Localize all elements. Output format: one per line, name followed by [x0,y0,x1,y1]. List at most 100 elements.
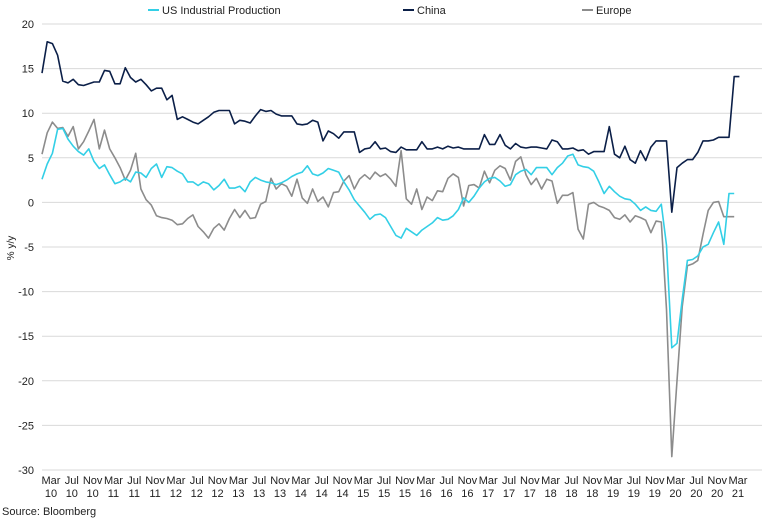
y-tick: 15 [22,64,34,76]
x-tick-month: Jul [377,475,391,487]
x-tick-month: Mar [604,475,623,487]
x-tick-year: 14 [316,488,328,500]
y-tick-label: 0 [28,197,34,209]
series-line-us-industrial-production [41,127,735,349]
x-tick-month: Mar [104,475,123,487]
x-tick-month: Nov [520,475,540,487]
y-tick: -15 [18,331,34,343]
x-tick-month: Mar [479,475,498,487]
x-tick-year: 16 [440,488,452,500]
legend: US Industrial Production China Europe [148,5,631,17]
y-tick-label: 20 [22,19,34,31]
x-tick-year: 18 [565,488,577,500]
x-tick-year: 19 [607,488,619,500]
y-axis-title: % y/y [6,236,17,260]
y-tick-label: -30 [18,465,34,477]
x-tick-month: Jul [315,475,329,487]
y-tick: 20 [22,19,34,31]
x-tick-month: Mar [416,475,435,487]
series-lines [41,41,740,458]
legend-entry: US Industrial Production [148,5,281,17]
x-tick-month: Mar [229,475,248,487]
x-tick-month: Jul [127,475,141,487]
y-tick-label: -20 [18,376,34,388]
legend-label: China [417,5,447,17]
x-tick-month: Nov [645,475,665,487]
y-tick: -5 [24,242,34,254]
x-tick-month: Nov [270,475,290,487]
x-tick-month: Jul [65,475,79,487]
x-tick-year: 13 [274,488,286,500]
x-tick-year: 19 [649,488,661,500]
y-tick-label: -10 [18,287,34,299]
y-axis: 20 15 10 5 0 -5 -10 -15 -20 -25 -30 [18,19,34,477]
x-tick-year: 11 [129,488,140,500]
y-tick-label: 5 [28,153,34,165]
y-tick-label: 10 [22,108,34,120]
x-tick-month: Jul [440,475,454,487]
legend-entry: China [403,5,447,17]
x-tick-year: 17 [482,488,494,500]
x-tick-year: 19 [628,488,640,500]
x-tick-year: 12 [191,488,203,500]
x-tick-month: Mar [666,475,685,487]
x-tick-month: Mar [166,475,185,487]
series-line-europe [41,118,735,458]
x-tick-year: 11 [149,488,160,500]
x-tick-month: Mar [729,475,748,487]
x-axis: Mar10Jul10Nov10Mar11Jul11Nov11Mar12Jul12… [42,475,748,500]
x-tick-month: Nov [458,475,478,487]
x-tick-month: Jul [689,475,703,487]
x-tick-year: 10 [45,488,57,500]
y-tick-label: -5 [24,242,34,254]
x-tick-year: 15 [399,488,411,500]
x-tick-month: Mar [291,475,310,487]
x-tick-month: Nov [208,475,228,487]
y-tick: -10 [18,287,34,299]
x-tick-year: 20 [711,488,723,500]
x-tick-year: 20 [669,488,681,500]
y-tick-label: 15 [22,64,34,76]
x-tick-year: 15 [357,488,369,500]
x-tick-year: 12 [170,488,182,500]
legend-entry: Europe [582,5,631,17]
x-tick-month: Nov [83,475,103,487]
x-tick-month: Mar [541,475,560,487]
x-tick-year: 10 [66,488,78,500]
x-tick-month: Mar [354,475,373,487]
grid-lines [42,23,762,471]
x-tick-year: 18 [545,488,557,500]
legend-label: US Industrial Production [162,5,281,17]
y-tick: -25 [18,420,34,432]
x-tick-year: 20 [690,488,702,500]
x-tick-year: 21 [732,488,744,500]
y-tick-label: -15 [18,331,34,343]
y-tick: 5 [28,153,34,165]
x-tick-month: Nov [582,475,602,487]
x-tick-year: 11 [108,488,119,500]
y-tick: -20 [18,376,34,388]
x-tick-year: 16 [420,488,432,500]
y-tick: 10 [22,108,34,120]
x-tick-month: Nov [707,475,727,487]
legend-label: Europe [596,5,631,17]
x-tick-year: 14 [336,488,348,500]
